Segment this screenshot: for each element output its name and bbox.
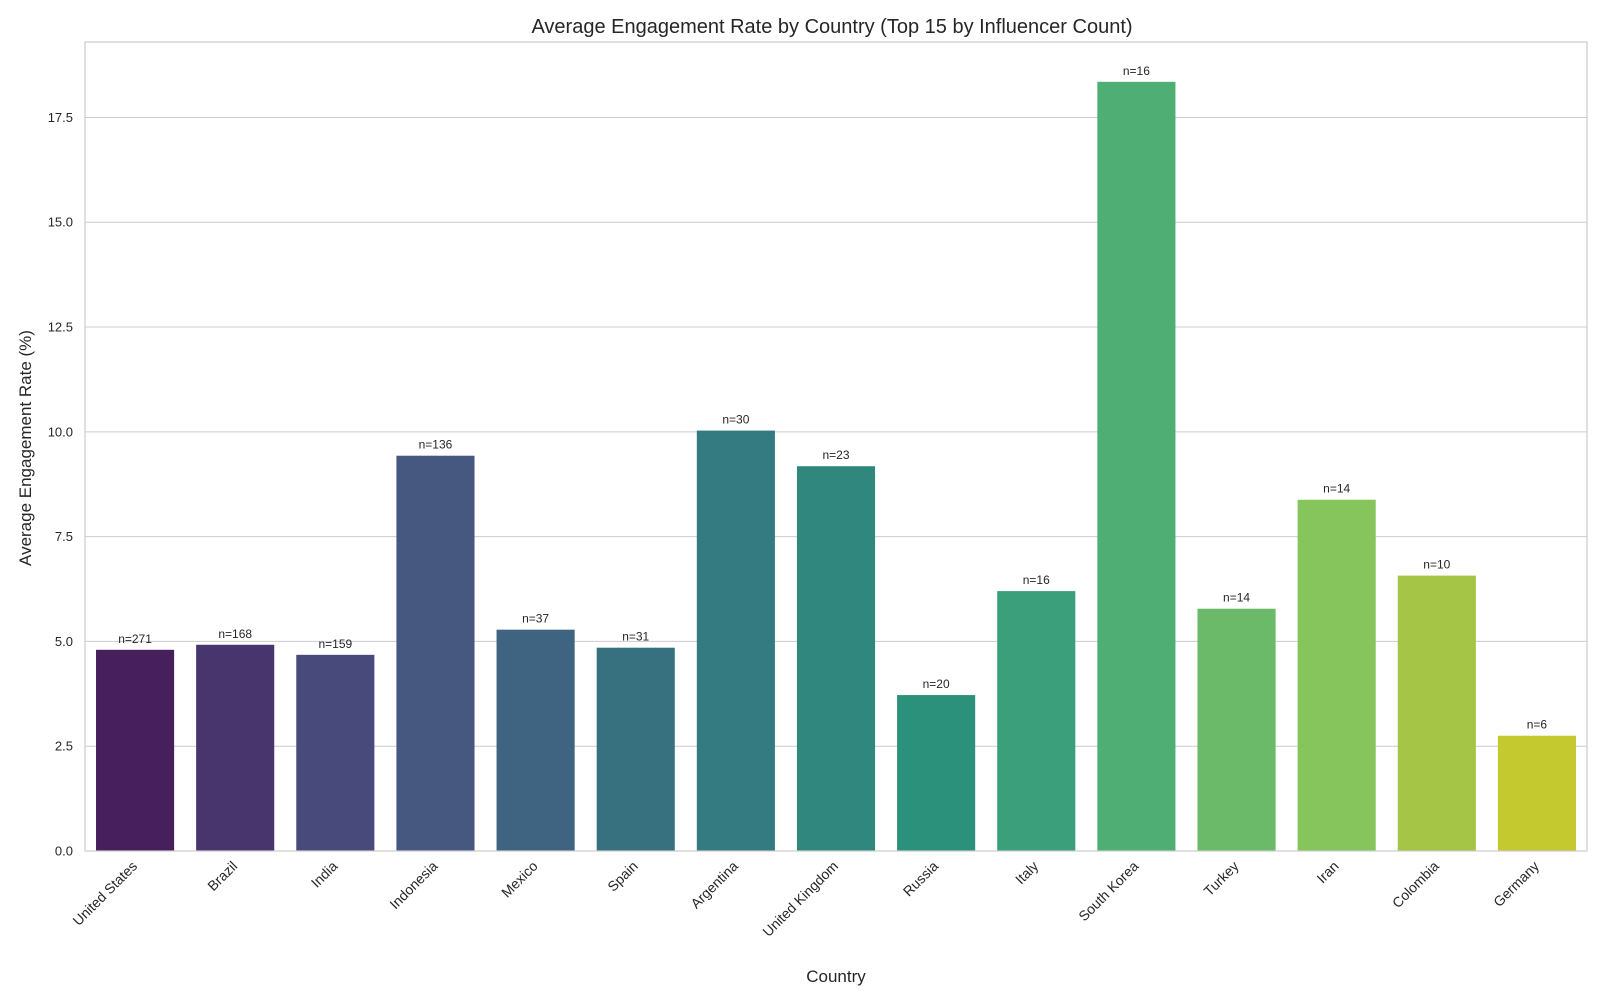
bar-count-label: n=10 [1423,558,1450,572]
bar [897,695,976,851]
bar [296,654,375,851]
y-axis-label: Average Engagement Rate (%) [16,330,35,566]
bars [96,81,1576,852]
y-tick-label: 17.5 [48,110,73,125]
x-tick-label: Mexico [498,858,541,901]
y-tick-label: 2.5 [55,739,73,754]
plot-frame [84,41,1588,852]
bar-count-label: n=14 [1323,482,1350,496]
y-tick-label: 7.5 [55,529,73,544]
x-tick-label: Spain [604,858,641,895]
bar [1297,499,1376,851]
x-tick-label: Brazil [204,858,240,894]
bar [96,649,175,851]
bar [1397,575,1476,851]
chart-title: Average Engagement Rate by Country (Top … [531,16,1132,38]
bar-count-label: n=16 [1023,573,1050,587]
y-tick-label: 15.0 [48,215,73,230]
y-tick-label: 12.5 [48,320,73,335]
x-tick-label: Colombia [1389,858,1442,911]
x-tick-label: India [308,858,341,891]
bar-count-label: n=30 [722,413,749,427]
bar [796,466,876,851]
bar [1497,735,1576,851]
bar [496,629,575,851]
x-tick-label: Indonesia [386,858,440,912]
x-tick-label: Russia [900,858,942,900]
bar-count-label: n=23 [822,448,849,462]
bar-count-label: n=136 [419,438,453,452]
y-tick-label: 0.0 [55,844,73,859]
x-tick-label: Italy [1012,858,1041,887]
y-tick-label: 5.0 [55,634,73,649]
x-tick-label: Argentina [687,858,741,912]
bar-count-label: n=16 [1123,64,1150,78]
x-axis-ticks: United States Brazil India Indonesia Mexico S… [69,858,1542,940]
bar [596,647,675,851]
x-tick-label: South Korea [1075,858,1142,925]
bar-count-label: n=37 [522,612,549,626]
bar-labels: n=271 n=168 n=159 n=136 n=37 n=31 n=30 n=23 n=20… [118,64,1547,732]
bar-count-label: n=14 [1223,591,1250,605]
bar-count-label: n=168 [218,627,252,641]
bar-count-label: n=271 [118,632,152,646]
bar [196,644,275,851]
bar [696,430,775,851]
x-tick-label: United Kingdom [759,858,841,940]
x-axis-label: Country [806,967,866,986]
x-tick-label: Iran [1313,858,1341,886]
x-tick-label: Germany [1490,858,1542,910]
x-tick-label: United States [69,858,140,929]
bar-count-label: n=6 [1527,718,1548,732]
bar [396,455,475,851]
y-tick-label: 10.0 [48,424,73,439]
bar [1097,81,1176,852]
bar-count-label: n=31 [622,630,649,644]
x-tick-label: Turkey [1200,858,1241,899]
bar [1197,608,1276,851]
bar-count-label: n=159 [318,637,352,651]
bar [997,591,1076,851]
bar-count-label: n=20 [923,677,950,691]
y-axis-ticks: 0.0 2.5 5.0 7.5 10.0 12.5 15.0 17.5 [48,110,73,859]
